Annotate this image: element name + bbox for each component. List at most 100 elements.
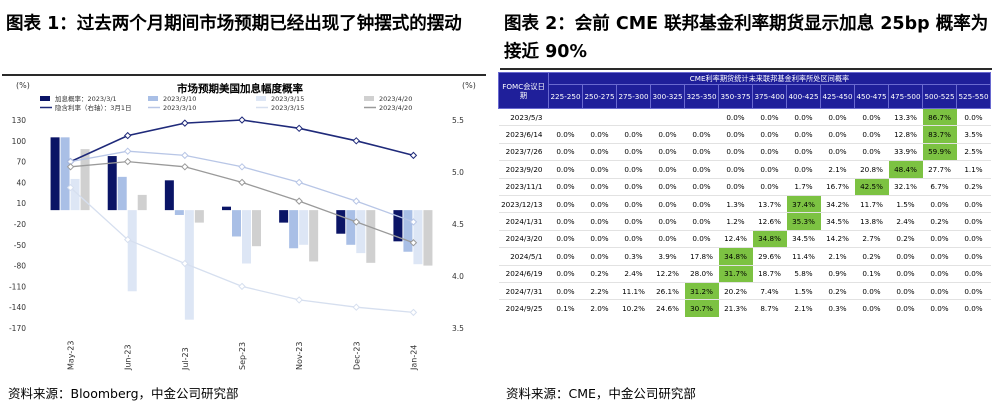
meeting-date-cell: 2023/11/1 (498, 177, 549, 196)
rate-marker (238, 178, 246, 187)
probability-cell: 0.0% (718, 125, 753, 144)
bar-1-Dec-23 (336, 210, 346, 234)
bar-3-Jun-23 (127, 210, 137, 292)
left-title-rule (2, 74, 486, 76)
table-row: 2024/1/31 0.0% 0.0% 0.0% 0.0% 0.0% 1.2% 12.6% 35… (498, 212, 991, 231)
rate-marker (124, 147, 132, 155)
probability-cell: 6.7% (922, 177, 957, 196)
bar-1-Sep-23 (222, 206, 231, 211)
table-row: 2024/3/20 0.0% 0.0% 0.0% 0.0% 0.0% 12.4% 34.8% 3… (498, 229, 991, 248)
bar-1-Nov-23 (279, 210, 289, 223)
probability-cell: 0.0% (650, 125, 685, 144)
probability-cell: 0.0% (922, 264, 957, 283)
probability-cell: 34.5% (786, 229, 821, 248)
bar-1-Jan-24 (393, 210, 403, 242)
probability-cell: 0.0% (616, 229, 651, 248)
probability-cell: 0.0% (752, 142, 787, 161)
y-tick-label: -50 (14, 241, 26, 250)
highlighted-probability-cell: 37.4% (786, 194, 821, 213)
probability-cell: 0.0% (752, 177, 787, 196)
rate-marker (409, 218, 418, 226)
highlighted-probability-cell: 31.7% (718, 264, 753, 283)
meeting-date-cell: 2023/6/14 (498, 125, 549, 144)
probability-cell (548, 107, 583, 126)
legend-label: 2023/3/15 (271, 95, 304, 103)
probability-cell: 2.5% (956, 142, 991, 161)
bar-4-Jul-23 (194, 210, 204, 223)
rate-marker (352, 218, 360, 226)
y2-tick-label: 5.0 (452, 168, 464, 177)
table-column-header: 325-350 (684, 84, 719, 109)
probability-cell: 0.0% (718, 142, 753, 161)
right-title-rule (500, 68, 992, 70)
rate-marker (352, 137, 360, 145)
table-column-header: 250-275 (582, 84, 617, 109)
probability-cell: 0.0% (582, 142, 617, 161)
probability-cell: 0.0% (548, 125, 583, 144)
probability-cell: 0.0% (888, 264, 923, 283)
probability-cell: 2.4% (616, 264, 651, 283)
legend-label: 隐含利率（右轴）：3月1日 (55, 103, 132, 112)
probability-cell: 0.0% (956, 247, 991, 266)
bar-2-Nov-23 (289, 210, 299, 249)
probability-cell: 0.0% (888, 247, 923, 266)
probability-cell: 0.0% (956, 264, 991, 283)
right-source-note: 资料来源：CME，中金公司研究部 (506, 386, 696, 401)
y-tick-label: 40 (16, 178, 26, 187)
x-category-label: Dec-23 (352, 341, 361, 370)
legend-label: 2023/3/15 (271, 104, 304, 112)
probability-cell: 2.2% (582, 281, 617, 300)
probability-cell: 0.0% (854, 281, 889, 300)
probability-cell: 0.0% (548, 160, 583, 179)
legend-swatch-bar (364, 96, 374, 101)
probability-cell: 0.0% (582, 229, 617, 248)
left-figure-panel: 图表 1：过去两个月期间市场预期已经出现了钟摆式的摆动 市场预期美国加息幅度概率… (0, 0, 490, 418)
bar-3-May-23 (70, 178, 80, 211)
probability-cell: 0.0% (616, 177, 651, 196)
rate-marker (295, 296, 303, 304)
meeting-date-cell: 2024/5/1 (498, 247, 549, 266)
probability-cell: 0.0% (854, 142, 889, 161)
x-category-label: Jul-23 (181, 347, 190, 371)
probability-cell: 0.0% (854, 125, 889, 144)
probability-cell: 0.0% (888, 299, 923, 318)
probability-cell: 0.0% (650, 160, 685, 179)
x-category-label: Jan-24 (409, 345, 418, 371)
probability-cell: 0.0% (548, 281, 583, 300)
probability-cell: 0.0% (650, 194, 685, 213)
rate-marker (124, 157, 132, 166)
table-column-header: 475-500 (888, 84, 923, 109)
y-tick-label: -110 (9, 282, 26, 291)
table-super-header-row: FOMC会议日期 CME利率期货统计未来联邦基金利率所处区间概率 (498, 72, 991, 109)
table-row: 2023/5/3 0.0% 0.0% 0.0% 0.0% 0.0% 13.3% 86.7% 0.… (498, 107, 991, 126)
probability-cell: 28.0% (684, 264, 719, 283)
table-column-header: 350-375 (718, 84, 753, 109)
table-column-header: 425-450 (820, 84, 855, 109)
probability-cell: 13.7% (752, 194, 787, 213)
bar-3-Dec-23 (356, 210, 366, 254)
probability-cell: 0.0% (650, 177, 685, 196)
probability-cell: 20.2% (718, 281, 753, 300)
rate-hike-chart: 市场预期美国加息幅度概率 (%) (%) 加息概率：2023/3/1 2023/3/10… (9, 81, 476, 371)
table-column-header: 400-425 (786, 84, 821, 109)
probability-cell: 13.8% (854, 212, 889, 231)
probability-cell: 0.0% (922, 299, 957, 318)
probability-cell: 0.0% (684, 125, 719, 144)
probability-cell: 0.0% (684, 194, 719, 213)
probability-cell: 11.1% (616, 281, 651, 300)
probability-cell: 1.5% (786, 281, 821, 300)
probability-cell (684, 107, 719, 126)
probability-cell: 2.1% (820, 247, 855, 266)
probability-cell: 13.3% (888, 107, 923, 126)
probability-cell: 29.6% (752, 247, 787, 266)
probability-cell: 0.0% (684, 142, 719, 161)
highlighted-probability-cell: 42.5% (854, 177, 889, 196)
probability-cell: 0.0% (548, 264, 583, 283)
probability-cell: 2.4% (888, 212, 923, 231)
left-figure-title: 图表 1：过去两个月期间市场预期已经出现了钟摆式的摆动 (6, 14, 462, 34)
probability-cell: 0.0% (718, 107, 753, 126)
table-row: 2024/7/31 0.0% 2.2% 11.1% 26.1% 31.2% 20.2% 7.4… (498, 281, 991, 300)
probability-cell: 0.0% (718, 177, 753, 196)
probability-cell: 0.0% (752, 160, 787, 179)
probability-cell: 0.0% (616, 160, 651, 179)
